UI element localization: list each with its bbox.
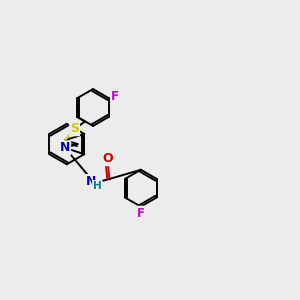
Text: O: O [103,152,113,165]
Text: F: F [111,90,119,103]
Text: H: H [93,181,102,191]
Text: N: N [86,175,96,188]
Text: F: F [137,207,145,220]
Text: N: N [60,141,70,154]
Text: S: S [70,122,79,135]
